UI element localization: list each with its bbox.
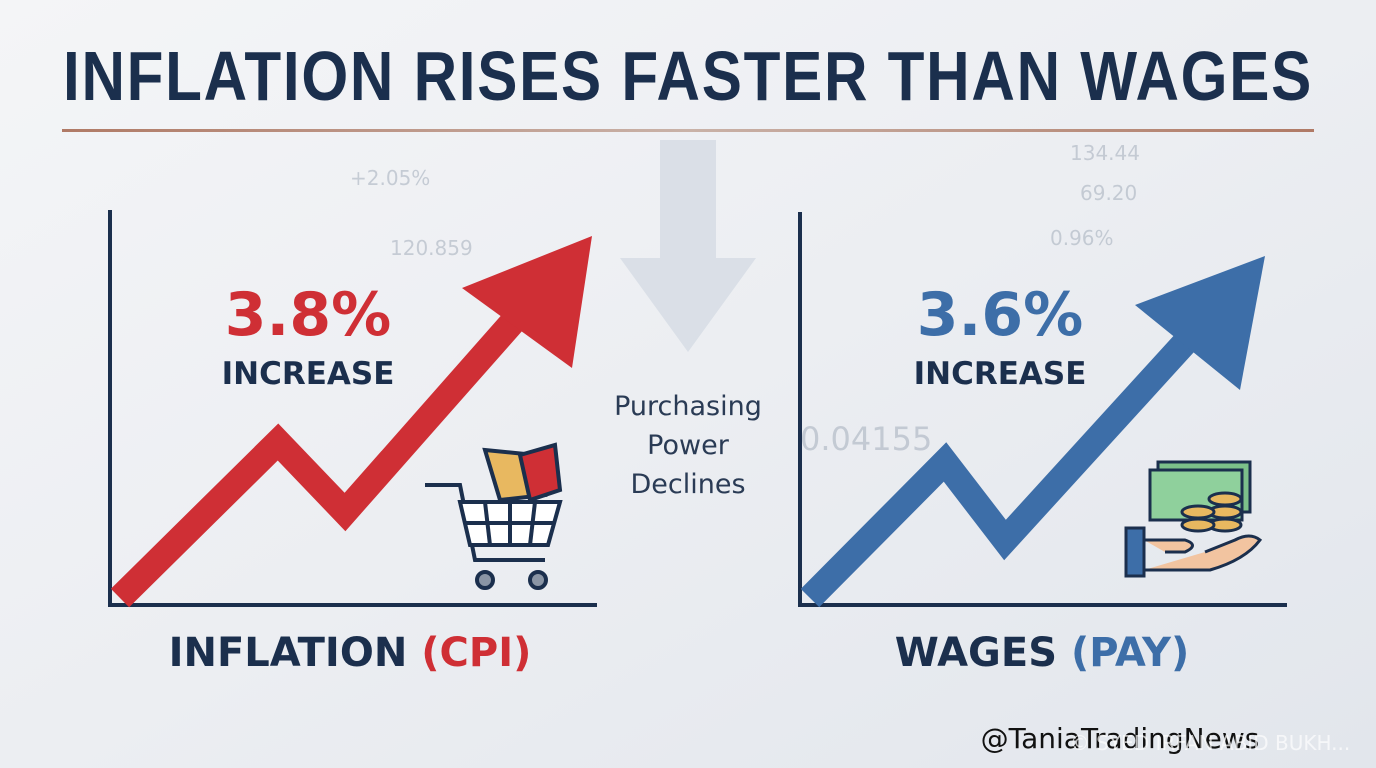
caption: INCREASE (222, 356, 395, 392)
ticker-text: 0.04155 (800, 420, 932, 458)
money-icon (1124, 460, 1263, 578)
value: 3.8% (225, 280, 391, 350)
ticker-text: 69.20 (1080, 181, 1137, 205)
ticker: +2.05% 134.44 69.20 0.96% 120.859 0.0415… (350, 141, 1140, 458)
caption: INCREASE (914, 356, 1087, 392)
arrow-head (462, 236, 592, 368)
right-panel: 3.6% INCREASE WAGES (PAY) (798, 212, 1287, 676)
trend-arrow (800, 293, 1232, 608)
trend-arrow (110, 273, 558, 608)
ticker-text: +2.05% (350, 166, 430, 190)
middle-text: Declines (630, 469, 745, 500)
label-tag: (PAY) (1071, 630, 1189, 676)
title: INFLATION RISES FASTER THAN WAGES (63, 37, 1313, 115)
value: 3.6% (917, 280, 1083, 350)
label: WAGES (895, 630, 1057, 676)
ticker-text: 120.859 (390, 236, 473, 260)
label-tag: (CPI) (421, 630, 531, 676)
label: INFLATION (169, 630, 408, 676)
credit: © SYED IRFAN ABID BUKH... (1070, 731, 1350, 755)
left-panel: 3.8% INCREASE INFLATION (CPI) (108, 210, 597, 676)
cart-icon (425, 442, 563, 590)
ticker-text: 134.44 (1070, 141, 1140, 165)
panel-label: INFLATION (CPI) (169, 630, 532, 676)
middle-text: Power (647, 430, 730, 461)
panel-label: WAGES (PAY) (895, 630, 1190, 676)
middle-text: Purchasing (614, 391, 762, 422)
arrow-head (1135, 256, 1265, 390)
title-rule (62, 129, 1314, 132)
watermark: @TaniaTradingNews (981, 722, 1260, 755)
ticker-text: 0.96% (1050, 226, 1114, 250)
down-arrow (620, 140, 756, 352)
